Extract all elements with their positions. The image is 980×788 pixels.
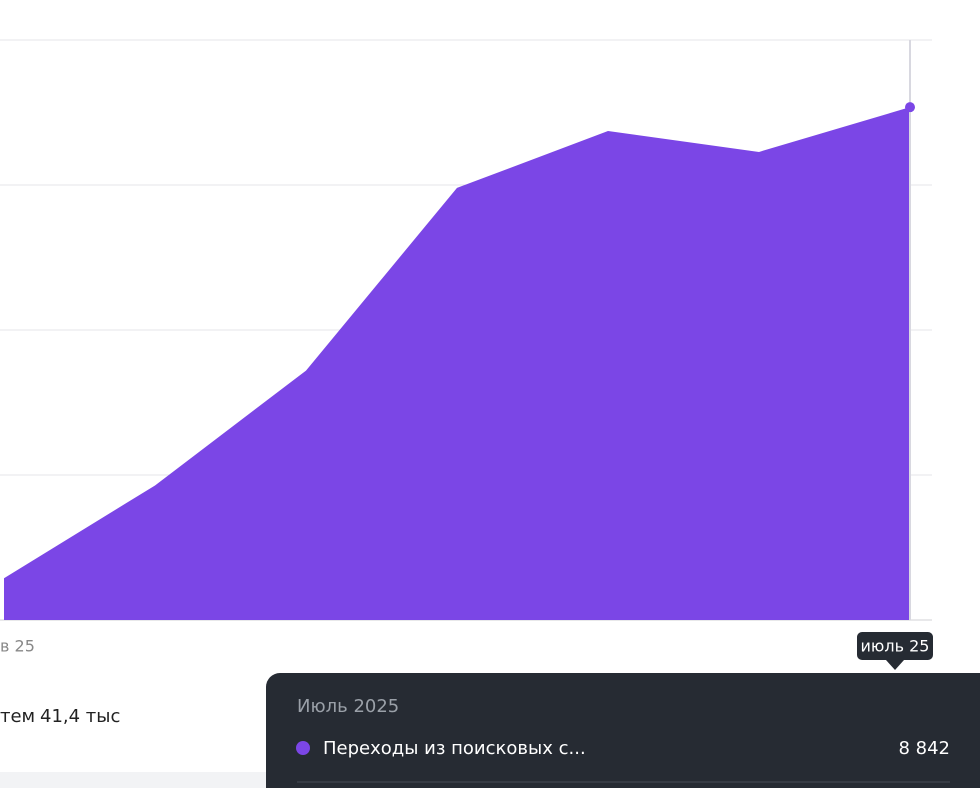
area [4, 107, 910, 620]
badge-arrow [886, 660, 904, 670]
hover-dot [905, 102, 915, 113]
badge-box [857, 632, 933, 660]
summary-label: тем [0, 706, 35, 727]
tooltip-box [266, 673, 980, 788]
x-tick-badge: июль 25 [857, 632, 933, 670]
tooltip-value: 8 842 [898, 738, 950, 759]
x-tick-label: июль 25 [861, 637, 930, 656]
tooltip-dot [296, 741, 310, 755]
plot: в 25 июль 25 [0, 39, 933, 670]
tooltip-series: Переходы из поисковых с... [323, 738, 586, 759]
tooltip: Июль 2025 Переходы из поисковых с... 8 8… [266, 673, 980, 788]
footer-strip [0, 772, 266, 788]
summary-value: 41,4 тыс [40, 706, 120, 727]
x-tick-label: в 25 [0, 637, 35, 656]
tooltip-title: Июль 2025 [297, 696, 399, 717]
